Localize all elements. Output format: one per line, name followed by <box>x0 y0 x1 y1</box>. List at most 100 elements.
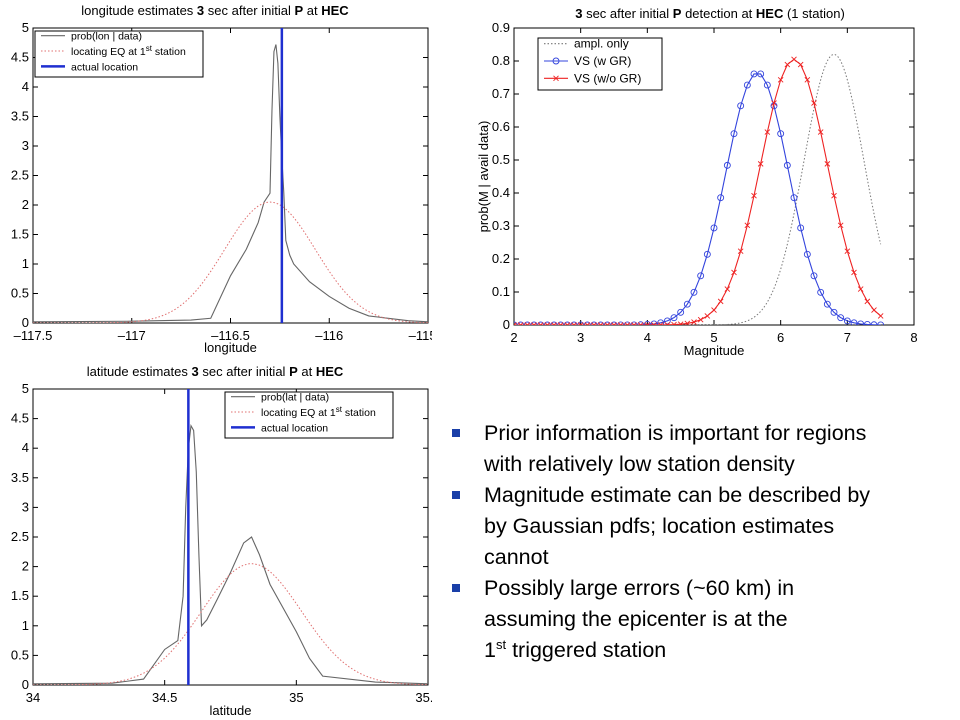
legend: ampl. only VS (w GR) VS (w/o GR) <box>537 37 663 91</box>
magnitude-chart: 3 sec after initial P detection at HEC (… <box>476 6 918 358</box>
data-point <box>710 224 718 232</box>
chart-title-part: P <box>289 364 298 379</box>
data-point <box>750 70 758 78</box>
y-tick-label: 1 <box>22 618 29 633</box>
data-point <box>671 321 677 325</box>
data-point <box>584 322 591 325</box>
data-point <box>564 322 571 325</box>
data-point <box>544 322 551 325</box>
y-tick-label: 2 <box>22 197 29 212</box>
chart-title: 3 sec after initial P detection at HEC (… <box>575 6 845 21</box>
legend-box <box>224 391 394 439</box>
x-tick-label: –116 <box>315 328 343 343</box>
x-tick-label: 8 <box>910 330 917 345</box>
data-point <box>531 322 537 325</box>
data-point <box>823 300 831 308</box>
data-point <box>664 321 671 325</box>
chart-title-part: 3 <box>192 364 199 379</box>
y-tick-label: 5 <box>22 20 29 35</box>
y-tick-label: 3 <box>22 138 29 153</box>
data-point <box>637 322 644 325</box>
x-tick-label: –115.5 <box>409 328 432 343</box>
x-axis-label: latitude <box>210 703 252 718</box>
y-tick-label: 2 <box>22 559 29 574</box>
note-line: Prior information is important for regio… <box>484 421 867 445</box>
bullet-square-icon <box>452 429 460 437</box>
x-tick-label: 35.5 <box>415 690 432 705</box>
data-point <box>691 319 697 325</box>
y-tick-label: 2.5 <box>11 529 29 544</box>
chart-title: longitude estimates 3 sec after initial … <box>81 3 349 18</box>
y-tick-label: 0.5 <box>492 152 510 167</box>
data-point <box>617 322 624 325</box>
y-tick-label: 0.6 <box>492 119 510 134</box>
y-tick-label: 0.9 <box>492 20 510 35</box>
data-point <box>697 272 705 280</box>
chart-title-part: sec after initial <box>204 3 294 18</box>
data-point <box>851 269 857 276</box>
data-point <box>577 322 584 325</box>
chart-title-part: 3 <box>575 6 582 21</box>
data-point <box>557 322 564 325</box>
legend: prob(lon | data)locating EQ at 1st stati… <box>34 30 204 78</box>
data-point <box>591 322 597 325</box>
legend-label-part: locating EQ at 1 <box>261 407 336 419</box>
y-tick-label: 4.5 <box>11 50 29 65</box>
x-tick-label: 3 <box>577 330 584 345</box>
data-point <box>683 300 691 308</box>
y-tick-label: 0.3 <box>492 218 510 233</box>
data-point <box>757 161 764 167</box>
data-point <box>724 286 731 292</box>
data-point <box>657 322 664 325</box>
data-point <box>811 100 817 106</box>
data-point <box>570 321 578 325</box>
chart-title: latitude estimates 3 sec after initial P… <box>87 364 344 379</box>
data-point <box>537 322 544 325</box>
data-point <box>783 161 791 169</box>
data-point <box>837 222 844 229</box>
data-point <box>663 317 671 325</box>
data-point <box>817 288 825 296</box>
data-point <box>804 76 811 83</box>
y-tick-label: 0.5 <box>11 286 29 301</box>
data-point <box>803 250 811 258</box>
data-point <box>843 317 851 325</box>
y-tick-label: 1 <box>22 256 29 271</box>
longitude-chart: longitude estimates 3 sec after initial … <box>11 3 432 355</box>
plot-area <box>33 389 428 685</box>
data-point <box>764 129 771 135</box>
legend: prob(lat | data)locating EQ at 1st stati… <box>224 391 394 439</box>
legend-label: VS (w/o GR) <box>574 71 641 85</box>
legend-label: actual location <box>261 422 328 434</box>
data-point <box>744 222 751 229</box>
data-point <box>543 321 551 325</box>
data-point <box>763 81 771 89</box>
y-tick-label: 4 <box>22 440 29 455</box>
chart-title-part: at <box>298 364 316 379</box>
chart-title-part: HEC <box>756 6 784 21</box>
legend-label-sup: st <box>336 405 343 414</box>
y-tick-label: 1.5 <box>11 588 29 603</box>
data-point <box>830 308 838 316</box>
chart-title-part: detection at <box>681 6 755 21</box>
data-point <box>517 321 525 325</box>
data-point <box>563 321 571 325</box>
y-tick-label: 1.5 <box>11 227 29 242</box>
x-tick-label: 6 <box>777 330 784 345</box>
data-point <box>571 322 577 325</box>
y-tick-label: 0 <box>503 317 510 332</box>
legend-label-part: station <box>152 46 186 58</box>
data-point <box>877 321 885 325</box>
data-point <box>524 322 531 325</box>
chart-title-part: 3 <box>197 3 204 18</box>
series-line <box>514 58 882 325</box>
note-line: Possibly large errors (~60 km) in <box>484 576 795 600</box>
y-tick-label: 2.5 <box>11 168 29 183</box>
data-point <box>831 192 837 199</box>
chart-title-part: HEC <box>316 364 344 379</box>
chart-title-part: at <box>303 3 321 18</box>
data-point <box>717 298 724 305</box>
data-point <box>730 130 738 138</box>
series-line <box>33 44 428 323</box>
note-line: assuming the epicenter is at the <box>484 607 788 631</box>
